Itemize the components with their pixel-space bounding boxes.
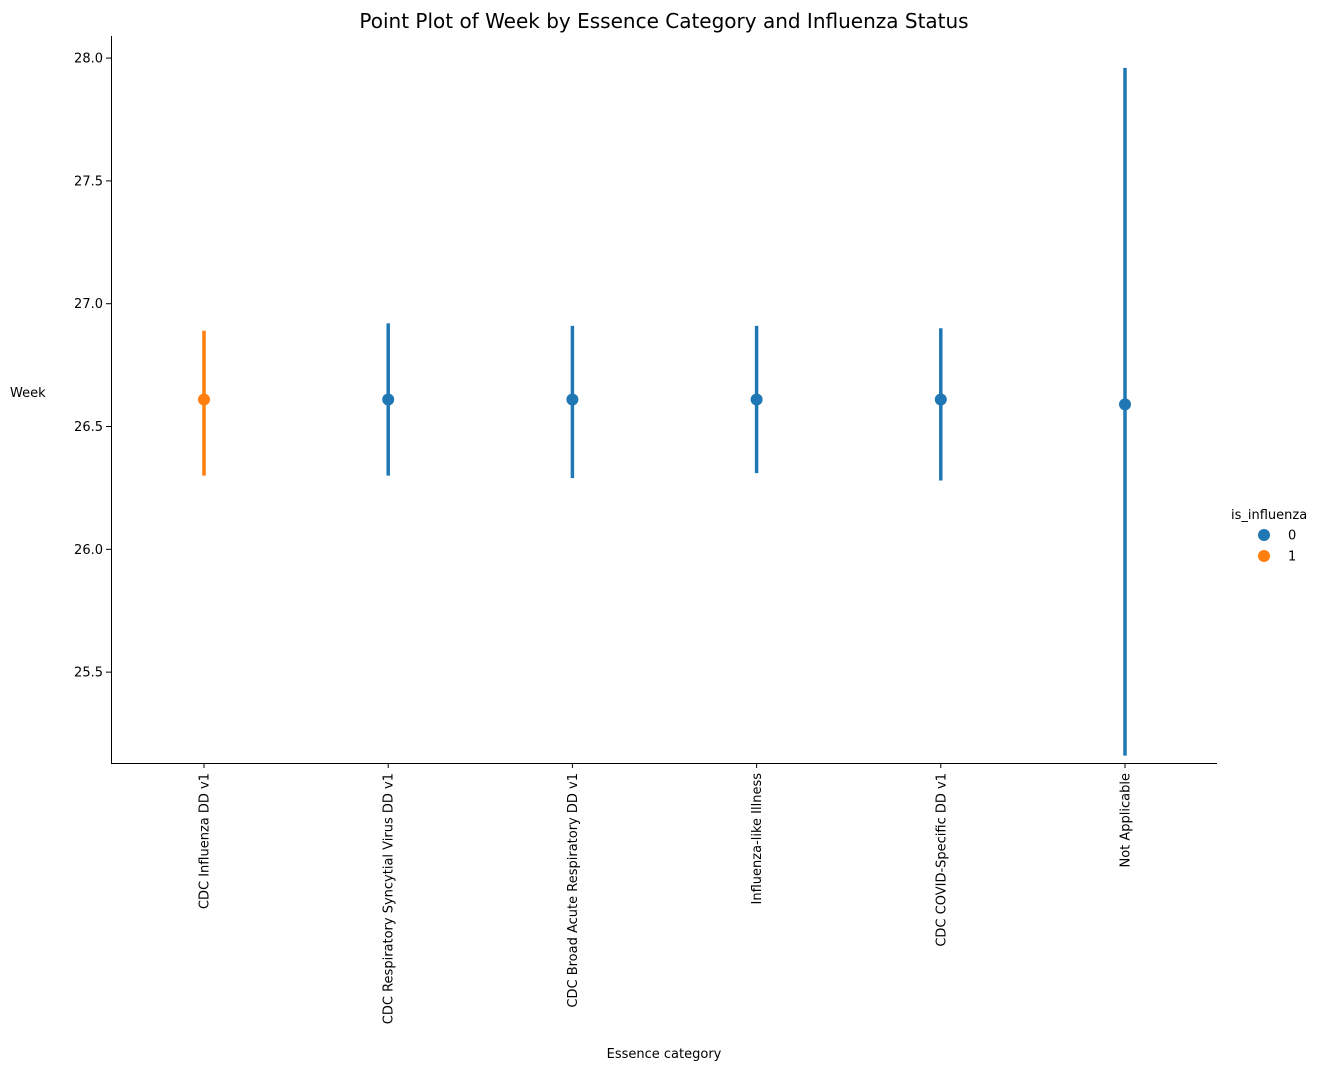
data-point [566,393,579,406]
data-point [750,393,763,406]
y-tick-label: 28.0 [74,52,103,67]
data-point [934,393,947,406]
legend-label: 0 [1288,529,1296,544]
error-bars [202,67,1127,756]
x-tick-label: CDC COVID-Specific DD v1 [934,773,949,947]
y-axis-label: Week [10,386,46,401]
legend-marker [1258,550,1270,562]
y-ticks: 25.5 26.0 26.5 27.0 27.5 28.0 [74,52,111,681]
y-tick-label: 25.5 [74,666,103,681]
legend: is_influenza 01 [1231,508,1307,565]
data-point [198,393,210,406]
legend-entries: 01 [1258,529,1296,565]
chart-title: Point Plot of Week by Essence Category a… [359,9,968,33]
x-tick-label: CDC Broad Acute Respiratory DD v1 [566,773,581,1008]
y-tick-label: 26.0 [74,543,103,558]
x-tick-label: Influenza-like Illness [750,773,765,905]
legend-title: is_influenza [1231,508,1307,523]
legend-marker [1258,529,1270,541]
data-point [382,393,395,406]
x-tick-label: CDC Respiratory Syncytial Virus DD v1 [382,773,397,1024]
data-point [1119,398,1131,411]
x-ticks: CDC Influenza DD v1 CDC Respiratory Syncy… [198,763,1134,1024]
legend-label: 1 [1288,550,1296,565]
y-tick-label: 27.5 [74,174,103,189]
x-tick-label: CDC Influenza DD v1 [198,773,213,909]
y-tick-label: 26.5 [74,420,103,435]
data-points [198,393,1131,411]
x-axis-label: Essence category [607,1047,722,1062]
x-tick-label: Not Applicable [1119,773,1134,868]
y-tick-label: 27.0 [74,297,103,312]
